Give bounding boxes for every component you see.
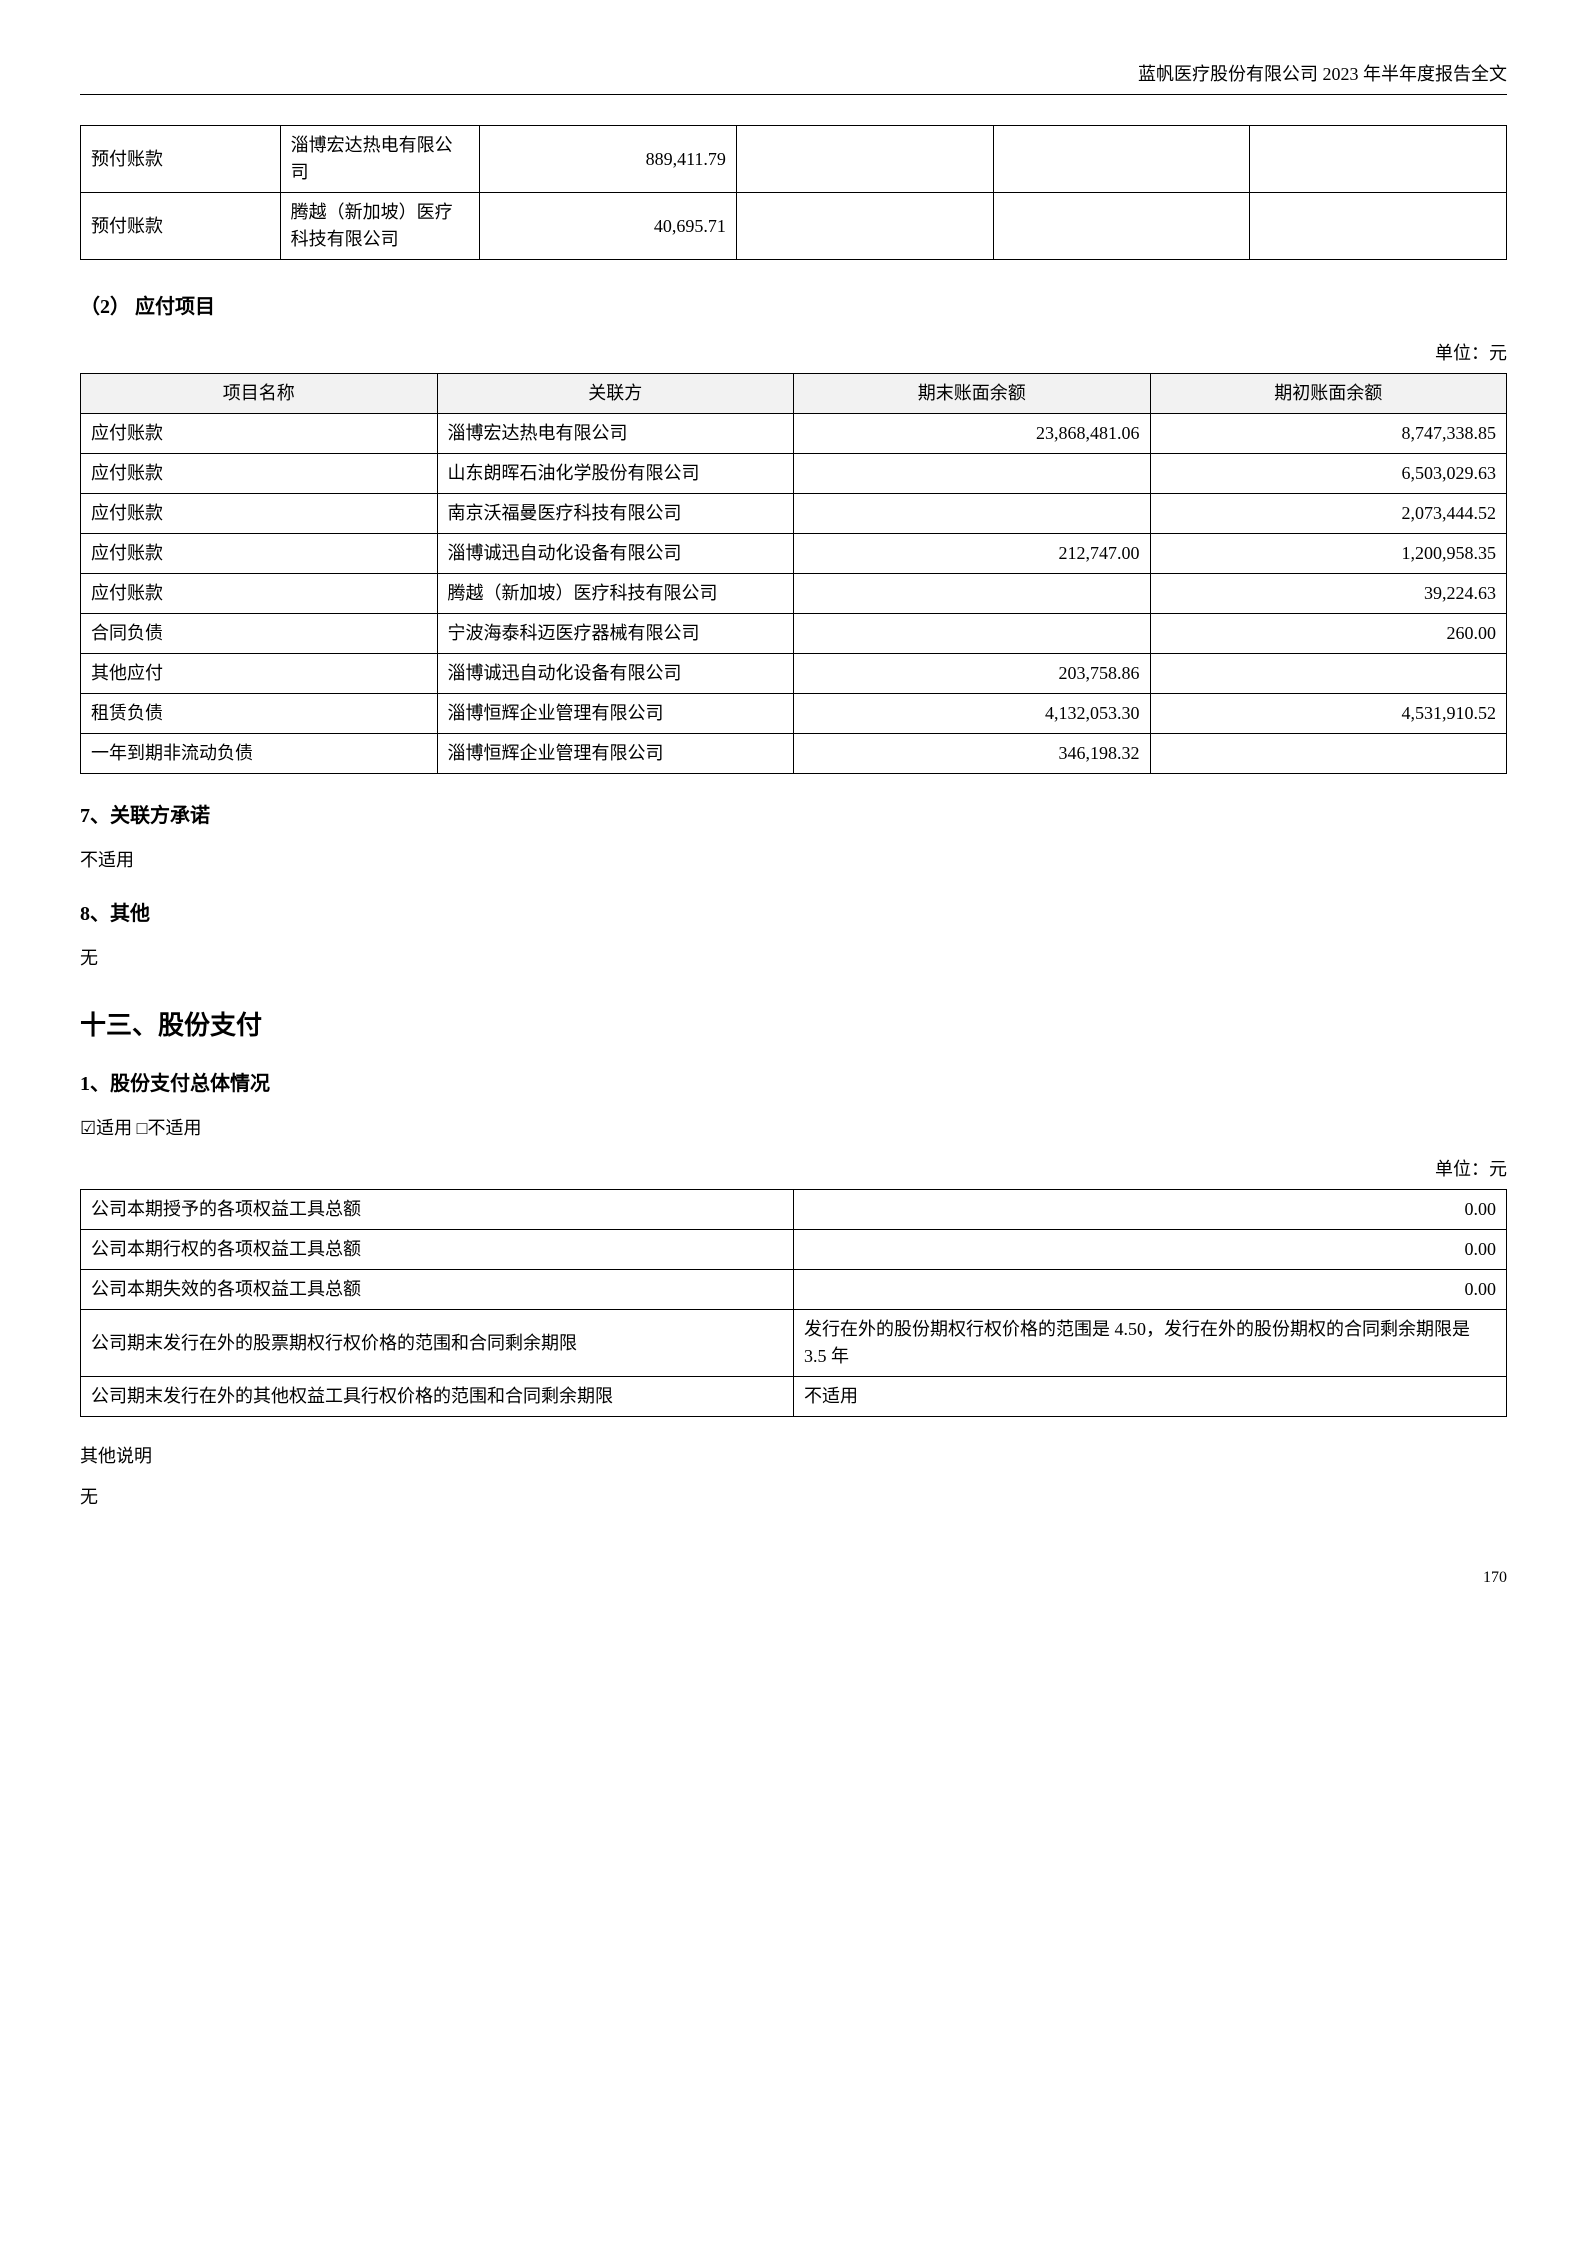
cell: 腾越（新加坡）医疗科技有限公司 [437, 574, 794, 614]
table-row: 公司本期失效的各项权益工具总额 0.00 [81, 1270, 1507, 1310]
cell: 淄博宏达热电有限公司 [280, 126, 480, 193]
table-row: 预付账款 腾越（新加坡）医疗科技有限公司 40,695.71 [81, 193, 1507, 260]
share-payment-overview-title: 1、股份支付总体情况 [80, 1067, 1507, 1096]
cell: 发行在外的股份期权行权价格的范围是 4.50，发行在外的股份期权的合同剩余期限是… [794, 1310, 1507, 1377]
table-row: 一年到期非流动负债 淄博恒辉企业管理有限公司 346,198.32 [81, 734, 1507, 774]
cell [736, 193, 993, 260]
cell: 一年到期非流动负债 [81, 734, 438, 774]
cell: 合同负债 [81, 614, 438, 654]
other-notes-text: 无 [80, 1483, 1507, 1509]
other-notes-label: 其他说明 [80, 1442, 1507, 1468]
cell: 8,747,338.85 [1150, 414, 1507, 454]
cell: 1,200,958.35 [1150, 534, 1507, 574]
cell: 203,758.86 [794, 654, 1151, 694]
cell: 346,198.32 [794, 734, 1151, 774]
cell: 应付账款 [81, 414, 438, 454]
cell: 39,224.63 [1150, 574, 1507, 614]
cell [794, 574, 1151, 614]
table-row: 公司期末发行在外的股票期权行权价格的范围和合同剩余期限 发行在外的股份期权行权价… [81, 1310, 1507, 1377]
cell: 预付账款 [81, 193, 281, 260]
cell [794, 614, 1151, 654]
body-text: 不适用 [80, 846, 1507, 872]
cell: 公司本期失效的各项权益工具总额 [81, 1270, 794, 1310]
cell [794, 494, 1151, 534]
cell: 23,868,481.06 [794, 414, 1151, 454]
cell: 淄博诚迅自动化设备有限公司 [437, 534, 794, 574]
cell [794, 454, 1151, 494]
cell: 260.00 [1150, 614, 1507, 654]
cell: 租赁负债 [81, 694, 438, 734]
cell: 淄博恒辉企业管理有限公司 [437, 694, 794, 734]
table-row: 预付账款 淄博宏达热电有限公司 889,411.79 [81, 126, 1507, 193]
cell: 应付账款 [81, 494, 438, 534]
cell [736, 126, 993, 193]
payable-section-title: （2） 应付项目 [80, 290, 1507, 319]
cell: 公司期末发行在外的股票期权行权价格的范围和合同剩余期限 [81, 1310, 794, 1377]
cell: 0.00 [794, 1230, 1507, 1270]
header-divider [80, 94, 1507, 95]
cell: 公司本期授予的各项权益工具总额 [81, 1190, 794, 1230]
cell: 6,503,029.63 [1150, 454, 1507, 494]
cell: 淄博诚迅自动化设备有限公司 [437, 654, 794, 694]
cell: 公司期末发行在外的其他权益工具行权价格的范围和合同剩余期限 [81, 1377, 794, 1417]
unit-label: 单位：元 [80, 1155, 1507, 1181]
cell [993, 126, 1250, 193]
cell: 40,695.71 [480, 193, 737, 260]
cell: 其他应付 [81, 654, 438, 694]
page-header: 蓝帆医疗股份有限公司 2023 年半年度报告全文 [80, 60, 1507, 86]
table-header-row: 项目名称 关联方 期末账面余额 期初账面余额 [81, 374, 1507, 414]
table-row: 应付账款 腾越（新加坡）医疗科技有限公司 39,224.63 [81, 574, 1507, 614]
cell: 889,411.79 [480, 126, 737, 193]
cell: 2,073,444.52 [1150, 494, 1507, 534]
unit-label: 单位：元 [80, 339, 1507, 365]
cell [1250, 193, 1507, 260]
table-row: 应付账款 淄博宏达热电有限公司 23,868,481.06 8,747,338.… [81, 414, 1507, 454]
other-title: 8、其他 [80, 897, 1507, 926]
table-row: 租赁负债 淄博恒辉企业管理有限公司 4,132,053.30 4,531,910… [81, 694, 1507, 734]
table-row: 公司期末发行在外的其他权益工具行权价格的范围和合同剩余期限 不适用 [81, 1377, 1507, 1417]
body-text: 无 [80, 944, 1507, 970]
cell [1150, 734, 1507, 774]
cell: 4,531,910.52 [1150, 694, 1507, 734]
cell: 淄博恒辉企业管理有限公司 [437, 734, 794, 774]
cell: 山东朗晖石油化学股份有限公司 [437, 454, 794, 494]
table-row: 应付账款 南京沃福曼医疗科技有限公司 2,073,444.52 [81, 494, 1507, 534]
cell: 南京沃福曼医疗科技有限公司 [437, 494, 794, 534]
header-cell: 期初账面余额 [1150, 374, 1507, 414]
cell [1250, 126, 1507, 193]
cell: 0.00 [794, 1190, 1507, 1230]
cell: 应付账款 [81, 574, 438, 614]
cell: 应付账款 [81, 454, 438, 494]
table-row: 公司本期行权的各项权益工具总额 0.00 [81, 1230, 1507, 1270]
table-row: 合同负债 宁波海泰科迈医疗器械有限公司 260.00 [81, 614, 1507, 654]
prepay-table: 预付账款 淄博宏达热电有限公司 889,411.79 预付账款 腾越（新加坡）医… [80, 125, 1507, 260]
applicable-text: ☑适用 □不适用 [80, 1114, 1507, 1140]
cell: 4,132,053.30 [794, 694, 1151, 734]
cell: 淄博宏达热电有限公司 [437, 414, 794, 454]
header-cell: 期末账面余额 [794, 374, 1151, 414]
header-cell: 关联方 [437, 374, 794, 414]
cell: 212,747.00 [794, 534, 1151, 574]
table-row: 应付账款 山东朗晖石油化学股份有限公司 6,503,029.63 [81, 454, 1507, 494]
table-row: 其他应付 淄博诚迅自动化设备有限公司 203,758.86 [81, 654, 1507, 694]
cell [993, 193, 1250, 260]
share-payment-table: 公司本期授予的各项权益工具总额 0.00 公司本期行权的各项权益工具总额 0.0… [80, 1189, 1507, 1417]
related-party-commitment-title: 7、关联方承诺 [80, 799, 1507, 828]
table-row: 应付账款 淄博诚迅自动化设备有限公司 212,747.00 1,200,958.… [81, 534, 1507, 574]
cell [1150, 654, 1507, 694]
cell: 应付账款 [81, 534, 438, 574]
cell: 预付账款 [81, 126, 281, 193]
cell: 不适用 [794, 1377, 1507, 1417]
cell: 0.00 [794, 1270, 1507, 1310]
page-number: 170 [80, 1569, 1507, 1587]
cell: 宁波海泰科迈医疗器械有限公司 [437, 614, 794, 654]
table-row: 公司本期授予的各项权益工具总额 0.00 [81, 1190, 1507, 1230]
cell: 腾越（新加坡）医疗科技有限公司 [280, 193, 480, 260]
payable-table: 项目名称 关联方 期末账面余额 期初账面余额 应付账款 淄博宏达热电有限公司 2… [80, 373, 1507, 774]
share-payment-title: 十三、股份支付 [80, 1005, 1507, 1042]
cell: 公司本期行权的各项权益工具总额 [81, 1230, 794, 1270]
header-cell: 项目名称 [81, 374, 438, 414]
